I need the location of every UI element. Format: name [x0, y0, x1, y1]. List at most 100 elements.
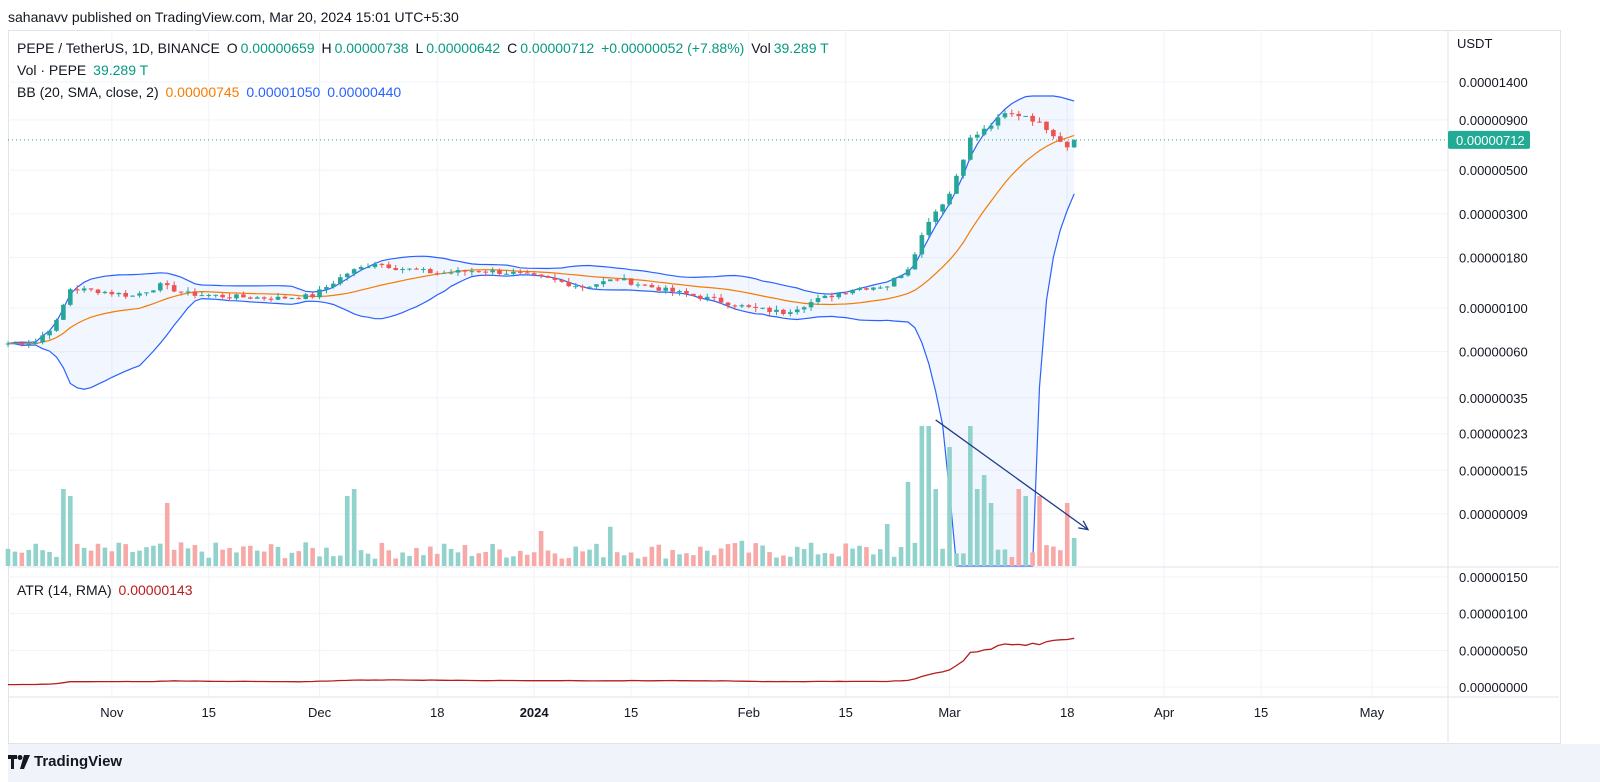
- volume-bars: [5, 426, 1077, 566]
- volume-bar: [476, 553, 482, 566]
- candle-up: [940, 204, 945, 212]
- candle-up: [850, 289, 855, 294]
- volume-bar: [518, 550, 523, 566]
- volume-bar: [781, 555, 786, 566]
- candle-up: [704, 296, 710, 299]
- volume-bar: [234, 552, 239, 566]
- volume-bar: [1009, 556, 1015, 566]
- bb-fill: [8, 96, 1075, 566]
- time-tick-label: 15: [1254, 705, 1268, 720]
- candle-up: [981, 128, 987, 135]
- candle-up: [137, 293, 142, 296]
- bb-upper-value: 0.00001050: [246, 84, 321, 100]
- volume-bar: [1044, 545, 1049, 566]
- candle-down: [1064, 141, 1070, 148]
- candle-down: [1009, 113, 1015, 115]
- tradingview-logo[interactable]: TradingView: [8, 753, 122, 770]
- candle-down: [864, 288, 869, 290]
- atr-tick-label: 0.00000100: [1459, 607, 1528, 622]
- volume-bar: [698, 546, 703, 566]
- current-price-badge: [1448, 130, 1530, 149]
- volume-bar: [961, 553, 966, 566]
- volume-bar: [1002, 549, 1008, 566]
- volume-bar: [227, 548, 232, 566]
- candle-up: [151, 290, 156, 293]
- volume-bar: [421, 555, 426, 566]
- volume-bar: [926, 426, 932, 566]
- candle-down: [843, 293, 848, 295]
- candle-down: [379, 263, 385, 265]
- volume-bar: [919, 426, 925, 566]
- chart-frame[interactable]: [8, 30, 1561, 744]
- candle-up: [400, 269, 405, 271]
- volume-bar: [254, 550, 260, 566]
- candle-up: [926, 221, 932, 236]
- price-tick-label: 0.00000023: [1459, 427, 1528, 442]
- volume-bar: [1058, 550, 1063, 566]
- volume-bar: [462, 545, 468, 566]
- volume-bar: [940, 548, 945, 566]
- candle-down: [670, 287, 675, 292]
- volume-bar: [303, 542, 308, 566]
- candle-up: [836, 293, 842, 298]
- candle-up: [185, 291, 191, 293]
- candle-up: [815, 298, 821, 303]
- price-axis: 0.00001400 0.00000900 0.00000500 0.00000300…: [8, 30, 1559, 742]
- volume-bar: [137, 550, 142, 566]
- time-tick-label: 15: [202, 705, 216, 720]
- volume-bar: [26, 549, 32, 566]
- candle-up: [995, 117, 1001, 126]
- volume-bar: [511, 556, 516, 566]
- volume-bar: [192, 545, 198, 566]
- candle-up: [808, 302, 814, 308]
- candle-up: [344, 273, 350, 278]
- candle-down: [580, 286, 585, 288]
- volume-bar: [151, 545, 156, 566]
- volume-bar: [428, 546, 433, 566]
- candle-down: [74, 289, 80, 291]
- volume-bar: [40, 550, 45, 566]
- candle-up: [26, 343, 32, 345]
- time-tick-label: Mar: [938, 705, 961, 720]
- candle-down: [518, 271, 523, 273]
- volume-bar: [1064, 503, 1070, 566]
- candle-down: [718, 297, 724, 303]
- volume-bar: [822, 553, 828, 566]
- time-axis: Nov 15 Dec 18 2024 15 Feb 15 Mar 18 Apr 15 May: [100, 705, 1384, 720]
- symbol-label: PEPE / TetherUS, 1D, BINANCE: [17, 40, 220, 56]
- volume-bar: [594, 543, 599, 566]
- volume-bar: [836, 556, 842, 566]
- candle-up: [254, 297, 260, 299]
- candle-up: [33, 342, 38, 344]
- candle-up: [372, 263, 378, 268]
- volume-bar: [552, 553, 558, 566]
- volume-bar: [109, 551, 115, 566]
- volume-bar: [47, 551, 52, 566]
- candle-up: [1071, 139, 1077, 148]
- candle-down: [1058, 136, 1063, 142]
- volume-bar: [580, 551, 585, 566]
- volume-bar: [441, 543, 447, 566]
- volume-bar: [974, 489, 980, 566]
- candle-up: [199, 295, 205, 297]
- time-tick-label: May: [1360, 705, 1385, 720]
- price-tick-label: 0.00000300: [1459, 207, 1528, 222]
- grid-lines: [8, 30, 1448, 697]
- volume-bar: [199, 551, 205, 566]
- currency-label: USDT: [1457, 36, 1492, 51]
- candle-up: [338, 277, 343, 284]
- candle-up: [898, 275, 904, 279]
- candle-up: [365, 267, 371, 269]
- candle-up: [144, 292, 149, 294]
- volume-bar: [905, 482, 911, 566]
- candle-up: [234, 294, 239, 299]
- candle-up: [324, 286, 329, 290]
- volume-bar: [400, 552, 405, 566]
- candle-up: [1023, 115, 1028, 117]
- volume-bar: [344, 496, 350, 566]
- volume-bar: [649, 546, 655, 566]
- atr-tick-label: 0.00000050: [1459, 643, 1528, 658]
- vol-value: 39.289 T: [773, 40, 829, 56]
- bb-basis-value: 0.00000745: [165, 84, 240, 100]
